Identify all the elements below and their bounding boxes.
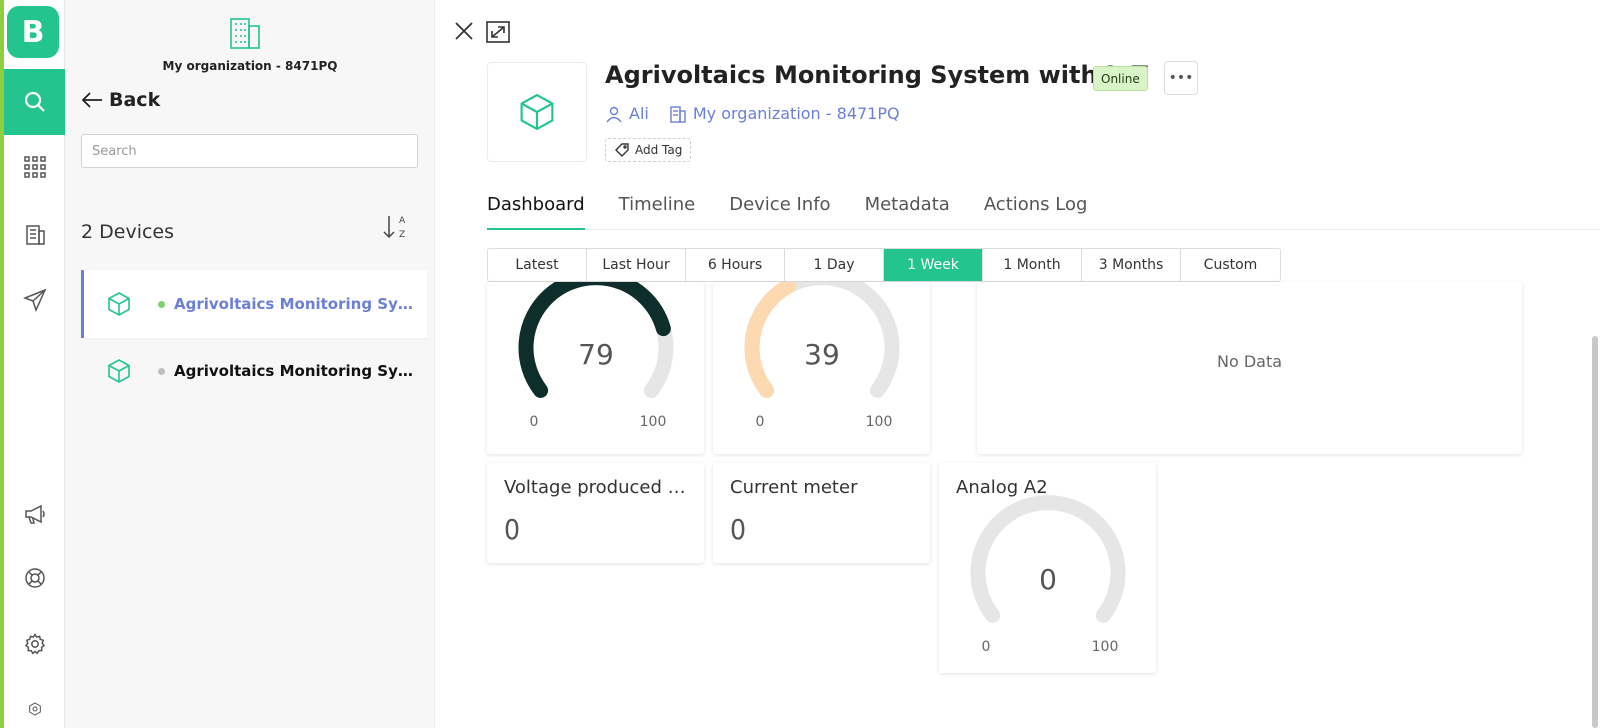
building-icon xyxy=(670,105,686,123)
back-label: Back xyxy=(109,89,161,111)
range-custom[interactable]: Custom xyxy=(1203,257,1258,273)
tab-actions-log[interactable]: Actions Log xyxy=(983,194,1088,215)
gauge-value-arc xyxy=(518,282,674,398)
gauge-value: 0 xyxy=(1039,563,1057,596)
tab-metadata[interactable]: Metadata xyxy=(864,194,950,215)
gauge-value: 79 xyxy=(578,338,614,371)
nav-announcements-button[interactable] xyxy=(4,481,65,547)
organization-building-icon xyxy=(230,18,260,49)
owner-link[interactable]: Ali xyxy=(629,104,649,123)
back-button[interactable]: Back xyxy=(81,89,160,111)
device-status-dot xyxy=(158,367,165,375)
gear-icon xyxy=(24,633,45,655)
gauge-value: 39 xyxy=(804,338,840,371)
range-6-hours[interactable]: 6 Hours xyxy=(686,249,785,281)
gauge-widget[interactable]: 39 0 100 xyxy=(713,282,930,454)
device-name: Agrivoltaics Monitoring System with IoT xyxy=(174,362,414,380)
range-1-week[interactable]: 1 Week xyxy=(884,249,983,281)
scrollbar-thumb[interactable] xyxy=(1592,336,1598,728)
add-tag-label: Add Tag xyxy=(635,143,683,157)
device-image xyxy=(487,62,587,162)
device-count: 2 Devices xyxy=(81,221,175,243)
widget-value: 0 xyxy=(730,513,747,546)
device-meta: Ali My organization - 8471PQ xyxy=(605,104,900,123)
add-tag-button[interactable]: Add Tag xyxy=(605,138,692,162)
svg-text:Z: Z xyxy=(399,230,405,240)
range-latest[interactable]: Latest xyxy=(488,249,587,281)
nav-search-button[interactable] xyxy=(4,69,65,135)
device-detail-panel: Agrivoltaics Monitoring System with IoT … xyxy=(435,0,1600,728)
widget-title: Current meter xyxy=(730,477,858,498)
chart-widget[interactable]: No Data xyxy=(977,282,1522,454)
device-list-item[interactable]: Agrivoltaics Monitoring System with IoT xyxy=(81,337,427,405)
organization-name: My organization - 8471PQ xyxy=(162,59,338,73)
tag-icon xyxy=(615,143,629,157)
nav-more-button[interactable] xyxy=(4,690,65,728)
gauge-value-arc xyxy=(744,282,900,398)
range-last-hour[interactable]: Last Hour xyxy=(587,249,686,281)
range-1-month[interactable]: 1 Month xyxy=(983,249,1082,281)
hexagon-icon xyxy=(28,702,41,716)
device-status-dot xyxy=(158,300,165,308)
device-list-panel: My organization - 8471PQ Back 2 Devices … xyxy=(65,0,435,728)
gauge-min: 0 xyxy=(530,414,539,430)
device-tabs: Dashboard Timeline Device Info Metadata … xyxy=(487,190,1600,230)
device-title: Agrivoltaics Monitoring System with IoT xyxy=(605,61,1148,89)
gauge-max: 100 xyxy=(866,414,893,430)
nav-organizations-button[interactable] xyxy=(4,201,65,267)
building-icon xyxy=(25,225,45,245)
gauge-min: 0 xyxy=(982,639,991,655)
svg-text:A: A xyxy=(399,216,406,226)
device-cube-icon xyxy=(108,359,130,383)
nav-rail: B xyxy=(0,0,65,728)
range-1-day[interactable]: 1 Day xyxy=(785,249,884,281)
nav-help-button[interactable] xyxy=(4,545,65,611)
ellipsis-icon: ••• xyxy=(1168,70,1194,86)
device-search-input[interactable] xyxy=(81,134,418,168)
no-data-message: No Data xyxy=(1216,352,1283,371)
gauge-widget[interactable]: Analog A2 0 0 100 xyxy=(939,463,1156,673)
arrow-left-icon xyxy=(81,92,102,108)
device-name: Agrivoltaics Monitoring System with IoT xyxy=(174,295,414,313)
nav-devices-button[interactable] xyxy=(4,134,65,200)
gauge-widget[interactable]: 79 0 100 xyxy=(487,282,704,454)
gauge-max: 100 xyxy=(1092,639,1119,655)
range-3-months[interactable]: 3 Months xyxy=(1082,249,1181,281)
device-cube-icon xyxy=(520,93,554,131)
sort-az-icon[interactable]: A Z xyxy=(383,212,409,242)
widget-value: 0 xyxy=(504,513,521,546)
nav-send-button[interactable] xyxy=(4,267,65,333)
close-icon[interactable] xyxy=(453,20,475,42)
value-widget[interactable]: Voltage produced by solar panel 0 xyxy=(487,463,704,563)
gauge-max: 100 xyxy=(640,414,667,430)
lifebuoy-icon xyxy=(24,568,45,588)
tab-timeline[interactable]: Timeline xyxy=(618,194,696,215)
device-list-item[interactable]: Agrivoltaics Monitoring System with IoT xyxy=(81,270,427,338)
user-icon xyxy=(606,106,622,122)
nav-settings-button[interactable] xyxy=(4,611,65,677)
app-logo[interactable]: B xyxy=(7,6,59,58)
widget-title: Voltage produced by solar panel xyxy=(504,477,689,498)
value-widget[interactable]: Current meter 0 xyxy=(713,463,930,563)
gauge-min: 0 xyxy=(756,414,765,430)
time-range-selector: Latest Last Hour 6 Hours 1 Day 1 Week 1 … xyxy=(487,248,1281,282)
tab-device-info[interactable]: Device Info xyxy=(729,194,831,215)
organization-link[interactable]: My organization - 8471PQ xyxy=(692,104,900,123)
more-options-button[interactable]: ••• xyxy=(1164,61,1198,95)
send-icon xyxy=(22,288,46,312)
status-badge: Online xyxy=(1093,66,1148,91)
grid-icon xyxy=(23,156,46,178)
megaphone-icon xyxy=(24,504,45,524)
device-cube-icon xyxy=(108,292,130,316)
tab-dashboard[interactable]: Dashboard xyxy=(487,190,585,230)
search-icon xyxy=(24,91,45,112)
expand-icon[interactable] xyxy=(485,20,511,44)
